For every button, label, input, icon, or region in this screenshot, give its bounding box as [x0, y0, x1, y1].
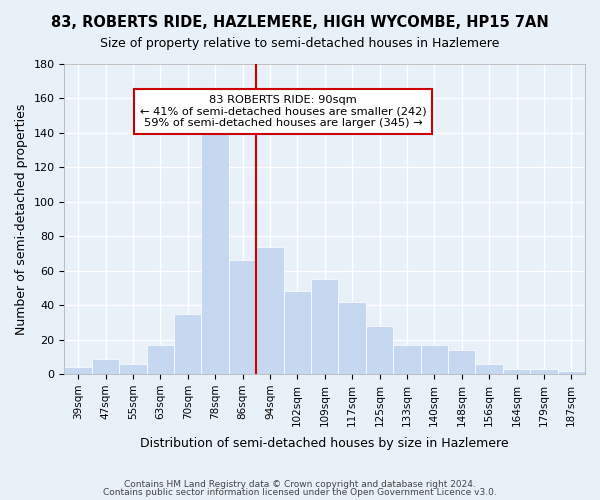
Bar [202, 122, 229, 374]
Bar [338, 302, 366, 374]
Y-axis label: Number of semi-detached properties: Number of semi-detached properties [15, 104, 28, 334]
Bar [229, 260, 256, 374]
Bar [119, 364, 146, 374]
Bar [146, 345, 174, 374]
Text: 83, ROBERTS RIDE, HAZLEMERE, HIGH WYCOMBE, HP15 7AN: 83, ROBERTS RIDE, HAZLEMERE, HIGH WYCOMB… [51, 15, 549, 30]
Bar [311, 280, 338, 374]
Bar [64, 367, 92, 374]
Bar [475, 364, 503, 374]
Bar [503, 369, 530, 374]
Bar [530, 369, 557, 374]
Bar [92, 358, 119, 374]
Bar [174, 314, 202, 374]
Bar [393, 345, 421, 374]
Text: 83 ROBERTS RIDE: 90sqm
← 41% of semi-detached houses are smaller (242)
59% of se: 83 ROBERTS RIDE: 90sqm ← 41% of semi-det… [140, 95, 427, 128]
X-axis label: Distribution of semi-detached houses by size in Hazlemere: Distribution of semi-detached houses by … [140, 437, 509, 450]
Bar [557, 370, 585, 374]
Bar [448, 350, 475, 374]
Bar [284, 292, 311, 374]
Text: Contains HM Land Registry data © Crown copyright and database right 2024.: Contains HM Land Registry data © Crown c… [124, 480, 476, 489]
Text: Size of property relative to semi-detached houses in Hazlemere: Size of property relative to semi-detach… [100, 38, 500, 51]
Bar [256, 246, 284, 374]
Text: Contains public sector information licensed under the Open Government Licence v3: Contains public sector information licen… [103, 488, 497, 497]
Bar [366, 326, 393, 374]
Bar [421, 345, 448, 374]
